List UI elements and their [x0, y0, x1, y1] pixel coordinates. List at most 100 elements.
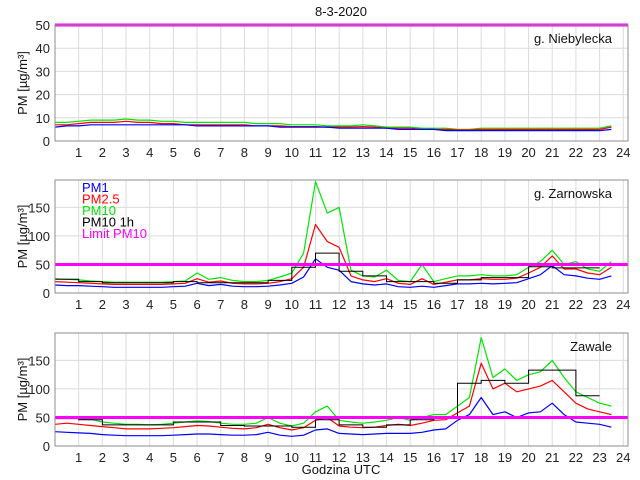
x-tick-label: 24 — [616, 450, 630, 465]
x-tick-label: 15 — [403, 297, 417, 312]
series-pm1-line — [54, 258, 612, 288]
y-tick-label: 30 — [36, 64, 50, 79]
x-tick-label: 15 — [403, 450, 417, 465]
x-tick-label: 18 — [474, 297, 488, 312]
legend-entry: PM2.5 — [82, 192, 120, 207]
x-tick-label: 5 — [170, 145, 177, 160]
series-pm1-line — [54, 124, 612, 132]
x-tick-label: 18 — [474, 145, 488, 160]
panel-2: 1 2 3 4 5 6 7 8 9 10 11 12 13 14 15 16 17 18 19 20 21 22 23 240… — [15, 332, 630, 465]
series-pm10-1h-steps — [55, 369, 600, 428]
x-tick-label: 9 — [264, 297, 271, 312]
plot-area — [55, 25, 628, 141]
x-tick-label: 19 — [498, 297, 512, 312]
axes-box — [54, 332, 629, 447]
x-tick-label: 20 — [521, 297, 535, 312]
x-tick-label: 13 — [356, 450, 370, 465]
x-tick-label: 12 — [332, 450, 346, 465]
x-tick-label: 21 — [545, 450, 559, 465]
legend-entry: Limit PM10 — [82, 226, 147, 241]
x-tick-label: 10 — [285, 450, 299, 465]
x-tick-label: 6 — [193, 450, 200, 465]
x-tick-label: 21 — [545, 297, 559, 312]
y-tick-label: 100 — [28, 382, 50, 397]
x-tick-label: 12 — [332, 145, 346, 160]
x-tick-label: 19 — [498, 145, 512, 160]
panel-1: 1 2 3 4 5 6 7 8 9 10 11 12 13 14 15 16 17 18 19 20 21 22 23 240… — [15, 179, 630, 312]
x-tick-label: 2 — [99, 145, 106, 160]
x-tick-label: 14 — [379, 450, 393, 465]
x-tick-label: 8 — [241, 450, 248, 465]
y-axis-label: PM [µg/m³] — [15, 205, 30, 269]
y-tick-label: 20 — [36, 88, 50, 103]
x-tick-label: 17 — [450, 145, 464, 160]
x-tick-label: 5 — [170, 450, 177, 465]
x-tick-label: 4 — [146, 145, 153, 160]
axes-box — [54, 179, 629, 294]
x-tick-label: 1 — [75, 297, 82, 312]
y-tick-label: 50 — [36, 18, 50, 33]
plot-area — [55, 180, 628, 293]
x-tick-label: 16 — [427, 450, 441, 465]
x-axis-label: Godzina UTC — [302, 462, 381, 477]
x-tick-label: 24 — [616, 145, 630, 160]
station-label: g. Zarnowska — [534, 186, 613, 201]
x-tick-label: 1 — [75, 145, 82, 160]
y-tick-label: 0 — [43, 286, 50, 301]
y-tick-label: 150 — [28, 200, 50, 215]
y-axis-label: PM [µg/m³] — [15, 358, 30, 422]
x-tick-label: 16 — [427, 145, 441, 160]
station-label: g. Niebylecka — [534, 31, 613, 46]
x-tick-label: 2 — [99, 450, 106, 465]
x-tick-label: 10 — [285, 297, 299, 312]
x-tick-label: 7 — [217, 145, 224, 160]
axes-box — [54, 24, 629, 142]
x-tick-label: 24 — [616, 297, 630, 312]
x-tick-label: 23 — [592, 145, 606, 160]
plot-area — [55, 333, 628, 446]
x-tick-label: 14 — [379, 297, 393, 312]
x-tick-label: 16 — [427, 297, 441, 312]
x-tick-label: 18 — [474, 450, 488, 465]
x-tick-label: 2 — [99, 297, 106, 312]
y-tick-label: 0 — [43, 134, 50, 149]
y-tick-label: 10 — [36, 111, 50, 126]
series-pm25-line — [54, 362, 612, 431]
x-tick-label: 4 — [146, 450, 153, 465]
legend-entry: PM10 1h — [82, 215, 134, 230]
x-tick-label: 22 — [569, 297, 583, 312]
x-tick-label: 7 — [217, 450, 224, 465]
x-tick-label: 15 — [403, 145, 417, 160]
legend-entry: PM1 — [82, 180, 109, 195]
x-tick-label: 13 — [356, 297, 370, 312]
y-tick-label: 0 — [43, 439, 50, 454]
x-tick-label: 17 — [450, 297, 464, 312]
chart-title: 8-3-2020 — [315, 4, 367, 19]
x-tick-label: 11 — [309, 450, 323, 465]
x-tick-label: 4 — [146, 297, 153, 312]
legend-entry: PM10 — [82, 203, 116, 218]
x-tick-label: 17 — [450, 450, 464, 465]
x-tick-label: 3 — [122, 297, 129, 312]
x-tick-label: 12 — [332, 297, 346, 312]
series-pm10-1h-steps — [55, 252, 600, 284]
x-tick-label: 20 — [521, 450, 535, 465]
x-tick-label: 8 — [241, 297, 248, 312]
station-label: Zawale — [570, 339, 612, 354]
x-tick-label: 3 — [122, 450, 129, 465]
x-tick-label: 6 — [193, 145, 200, 160]
x-tick-label: 23 — [592, 450, 606, 465]
x-tick-label: 22 — [569, 145, 583, 160]
x-tick-label: 7 — [217, 297, 224, 312]
y-tick-label: 50 — [36, 410, 50, 425]
x-tick-label: 13 — [356, 145, 370, 160]
x-tick-label: 21 — [545, 145, 559, 160]
y-tick-label: 50 — [36, 257, 50, 272]
x-tick-label: 11 — [309, 145, 323, 160]
x-tick-label: 20 — [521, 145, 535, 160]
x-tick-label: 23 — [592, 297, 606, 312]
x-tick-label: 6 — [193, 297, 200, 312]
y-tick-label: 40 — [36, 41, 50, 56]
x-tick-label: 9 — [264, 450, 271, 465]
